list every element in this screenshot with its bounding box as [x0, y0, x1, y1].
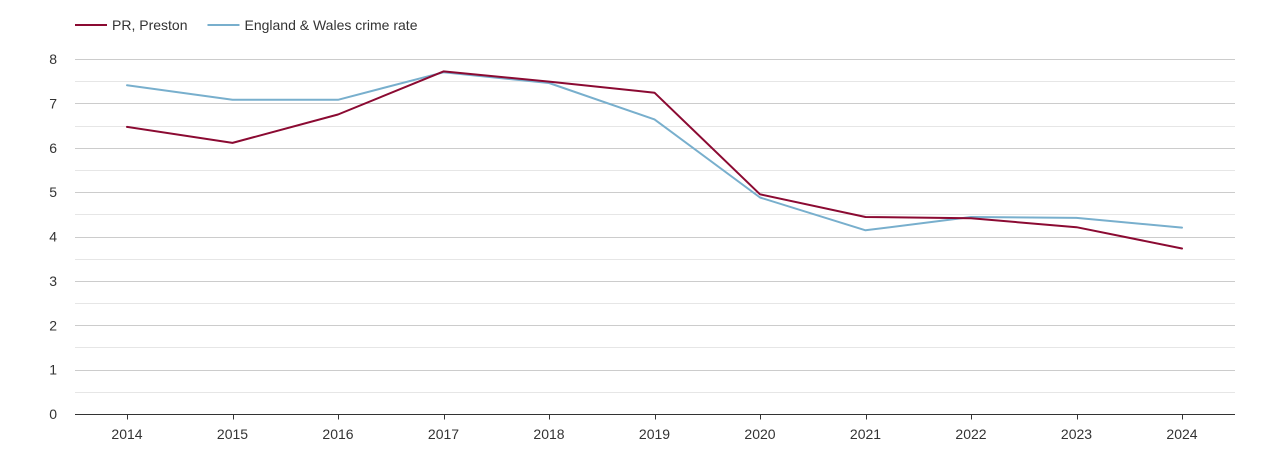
y-tick-label: 4: [49, 229, 57, 245]
series-line-1: [126, 71, 1183, 232]
y-tick-label: 2: [49, 317, 57, 333]
x-tick-label: 2022: [955, 426, 986, 442]
axes: 0 1 2 3 4 5 6 7 8 2014 2015 2016 2017 2018 2019 2020 202…: [49, 51, 1235, 442]
x-tick-label: 2024: [1166, 426, 1197, 442]
y-tick-label: 0: [49, 406, 57, 422]
x-tick-label: 2020: [744, 426, 775, 442]
x-tick-label: 2016: [322, 426, 353, 442]
legend: PR, Preston England & Wales crime rate: [75, 17, 418, 33]
series-line-0: [126, 70, 1183, 250]
x-tick-label: 2018: [533, 426, 564, 442]
y-tick-label: 3: [49, 273, 57, 289]
y-tick-label: 6: [49, 140, 57, 156]
x-tick-label: 2023: [1061, 426, 1092, 442]
y-tick-label: 1: [49, 362, 57, 378]
legend-label-1[interactable]: England & Wales crime rate: [244, 17, 417, 33]
series-lines: [126, 70, 1183, 250]
legend-label-0[interactable]: PR, Preston: [112, 17, 187, 33]
x-tick-label: 2019: [639, 426, 670, 442]
x-tick-label: 2021: [850, 426, 881, 442]
x-tick-label: 2015: [217, 426, 248, 442]
y-tick-label: 5: [49, 184, 57, 200]
gridlines: [75, 59, 1235, 393]
y-tick-label: 8: [49, 51, 57, 67]
y-tick-label: 7: [49, 95, 57, 111]
x-tick-label: 2014: [111, 426, 142, 442]
x-tick-label: 2017: [428, 426, 459, 442]
